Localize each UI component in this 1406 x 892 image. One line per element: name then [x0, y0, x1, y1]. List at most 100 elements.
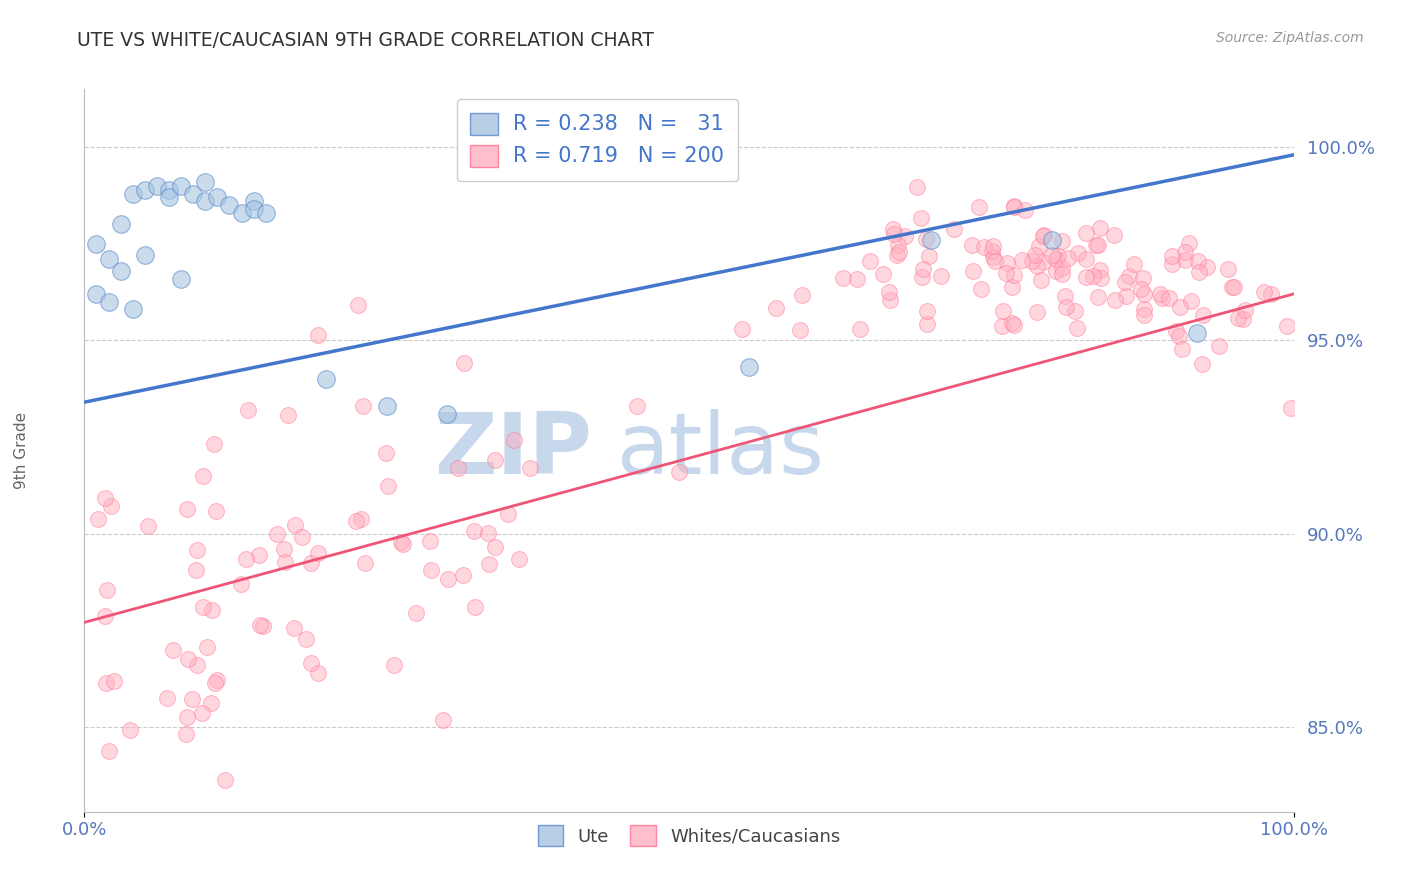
Point: [307, 546, 329, 560]
Point: [477, 526, 499, 541]
Point: [920, 233, 942, 247]
Point: [1159, 291, 1181, 305]
Point: [354, 556, 377, 570]
Point: [1050, 267, 1073, 281]
Point: [970, 282, 993, 296]
Point: [1253, 285, 1275, 299]
Point: [315, 372, 337, 386]
Point: [1174, 244, 1197, 259]
Point: [1149, 287, 1171, 301]
Point: [186, 658, 208, 673]
Point: [204, 675, 226, 690]
Point: [981, 244, 1004, 259]
Point: [1054, 300, 1077, 314]
Point: [1046, 249, 1069, 263]
Point: [1232, 311, 1254, 326]
Point: [375, 446, 398, 460]
Point: [879, 293, 901, 307]
Point: [496, 508, 519, 522]
Point: [377, 478, 399, 492]
Point: [191, 706, 214, 720]
Point: [1129, 282, 1152, 296]
Point: [1220, 280, 1243, 294]
Point: [1218, 262, 1240, 277]
Point: [1063, 303, 1085, 318]
Point: [249, 548, 271, 562]
Point: [1014, 202, 1036, 217]
Point: [464, 599, 486, 614]
Point: [1174, 253, 1197, 268]
Point: [1026, 259, 1049, 273]
Point: [277, 409, 299, 423]
Legend: Ute, Whites/Caucasians: Ute, Whites/Caucasians: [530, 818, 848, 854]
Point: [205, 673, 228, 687]
Point: [886, 248, 908, 262]
Point: [97, 294, 120, 309]
Point: [1188, 265, 1211, 279]
Point: [419, 563, 441, 577]
Point: [463, 524, 485, 539]
Point: [849, 321, 872, 335]
Point: [156, 691, 179, 706]
Point: [872, 267, 894, 281]
Point: [883, 227, 905, 242]
Point: [194, 175, 217, 189]
Point: [1132, 287, 1154, 301]
Point: [1011, 252, 1033, 267]
Point: [1177, 236, 1199, 251]
Point: [191, 468, 214, 483]
Point: [1227, 311, 1250, 326]
Point: [87, 512, 110, 526]
Point: [1279, 401, 1302, 416]
Point: [375, 399, 398, 413]
Point: [350, 512, 373, 526]
Point: [391, 535, 413, 549]
Point: [1088, 220, 1111, 235]
Point: [1031, 273, 1053, 287]
Point: [195, 640, 218, 655]
Point: [1076, 252, 1098, 266]
Point: [1104, 293, 1126, 307]
Point: [451, 568, 474, 582]
Point: [973, 240, 995, 254]
Point: [86, 287, 108, 301]
Point: [1208, 339, 1230, 353]
Point: [1066, 320, 1088, 334]
Point: [1032, 254, 1054, 268]
Point: [1028, 239, 1050, 253]
Point: [134, 183, 156, 197]
Point: [157, 190, 180, 204]
Point: [93, 491, 115, 506]
Point: [1180, 293, 1202, 308]
Point: [162, 643, 184, 657]
Point: [1090, 271, 1112, 285]
Point: [990, 319, 1012, 334]
Point: [859, 253, 882, 268]
Point: [283, 621, 305, 635]
Point: [1052, 234, 1074, 248]
Point: [1122, 257, 1144, 271]
Point: [94, 609, 117, 624]
Point: [915, 232, 938, 246]
Point: [1087, 237, 1109, 252]
Point: [1222, 279, 1244, 293]
Point: [1118, 269, 1140, 284]
Point: [831, 271, 853, 285]
Point: [1067, 246, 1090, 260]
Point: [347, 298, 370, 312]
Point: [96, 582, 118, 597]
Point: [1045, 264, 1067, 278]
Point: [436, 407, 458, 421]
Point: [186, 542, 208, 557]
Point: [1076, 270, 1098, 285]
Point: [110, 264, 132, 278]
Point: [1233, 303, 1256, 318]
Point: [967, 200, 990, 214]
Point: [1168, 301, 1191, 315]
Point: [929, 269, 952, 284]
Point: [432, 713, 454, 727]
Point: [176, 502, 198, 516]
Point: [1040, 247, 1063, 261]
Point: [995, 266, 1018, 280]
Point: [453, 356, 475, 370]
